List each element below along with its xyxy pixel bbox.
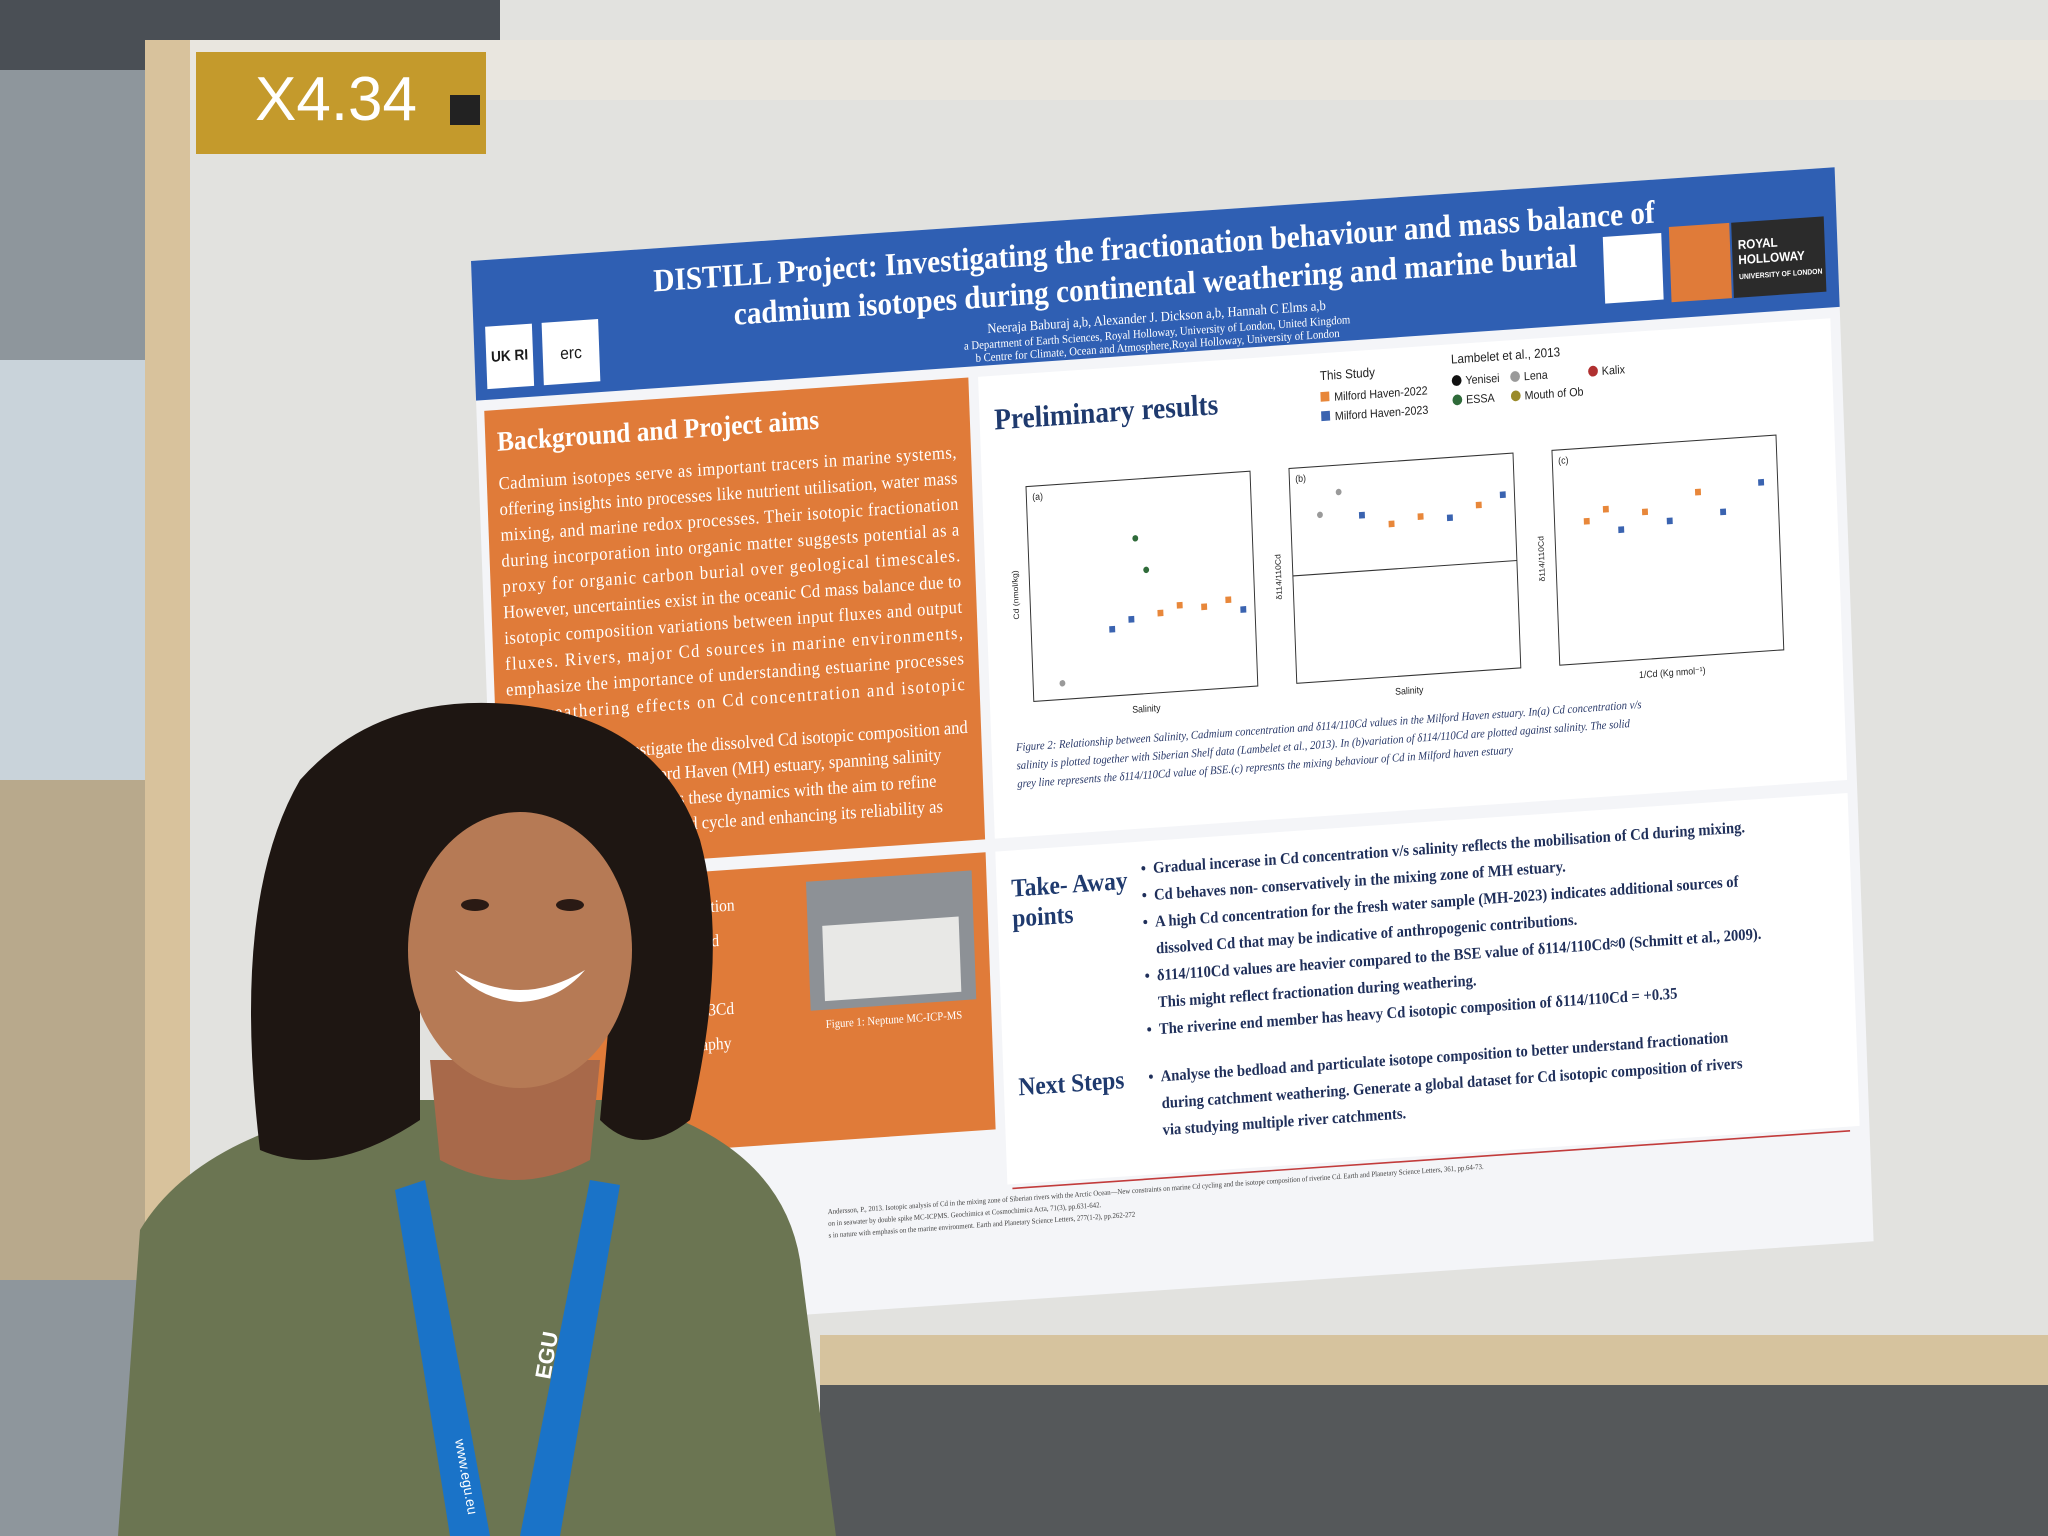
booth-wall bbox=[0, 780, 150, 1280]
plot-point bbox=[1446, 514, 1453, 522]
bse-line bbox=[1292, 559, 1517, 577]
person: www.egu.eu EGU bbox=[118, 702, 836, 1536]
window bbox=[0, 360, 150, 780]
instrument bbox=[822, 916, 962, 1002]
plot-point bbox=[1132, 535, 1139, 542]
ledge bbox=[820, 1335, 2048, 1385]
legend-swatch bbox=[1320, 391, 1330, 402]
plot-point bbox=[1475, 501, 1482, 509]
logo-text: HOLLOWAY bbox=[1738, 248, 1806, 267]
smile bbox=[455, 970, 585, 1002]
legend-label: Mouth of Ob bbox=[1524, 386, 1583, 403]
plot-point bbox=[1694, 488, 1702, 496]
plot-point bbox=[1225, 596, 1232, 604]
axis-label: δ114/110Cd bbox=[1274, 553, 1284, 600]
section-heading: points bbox=[1012, 901, 1074, 933]
logo-box bbox=[485, 323, 535, 390]
bullet bbox=[1142, 892, 1147, 898]
plot-point bbox=[1109, 625, 1116, 633]
legend-swatch bbox=[1452, 394, 1463, 406]
bullet bbox=[1143, 919, 1148, 925]
axis-label: Salinity bbox=[1132, 703, 1161, 715]
bullet bbox=[1145, 973, 1150, 978]
plot-point bbox=[1720, 508, 1727, 516]
qr-code bbox=[450, 95, 480, 125]
plot-frame bbox=[1025, 470, 1259, 702]
plot-point bbox=[1335, 488, 1342, 496]
bullet bbox=[1141, 866, 1146, 871]
eye bbox=[556, 899, 584, 911]
panel-label: (c) bbox=[1558, 455, 1569, 466]
board-sign bbox=[196, 52, 486, 154]
panel-label: (b) bbox=[1295, 473, 1306, 484]
plot-point bbox=[1417, 513, 1424, 520]
poster-header bbox=[471, 167, 1840, 401]
logo-text: ROYAL bbox=[1738, 235, 1779, 252]
plot-point bbox=[1602, 505, 1609, 513]
plot-point bbox=[1499, 491, 1506, 499]
plot-point bbox=[1201, 603, 1208, 611]
logo-box bbox=[1731, 216, 1827, 298]
legend-swatch bbox=[1588, 365, 1598, 377]
eye bbox=[461, 899, 489, 911]
legend-label: Kalix bbox=[1602, 364, 1626, 378]
plot-point bbox=[1240, 606, 1247, 613]
divider bbox=[1012, 1130, 1851, 1190]
neck bbox=[430, 1060, 600, 1180]
takeaway-panel bbox=[995, 792, 1860, 1185]
legend-swatch bbox=[1451, 375, 1462, 386]
plot-frame bbox=[1551, 434, 1785, 666]
plot-point bbox=[1157, 609, 1164, 617]
legend-swatch bbox=[1510, 371, 1520, 382]
axis-label: Cd (nmol/kg) bbox=[1011, 570, 1021, 620]
logo-text: erc bbox=[560, 343, 582, 363]
counter bbox=[820, 1385, 2048, 1536]
plot-points bbox=[1059, 478, 1765, 687]
plot-point bbox=[1758, 478, 1765, 486]
legend-swatch bbox=[1321, 410, 1331, 422]
logo-box bbox=[541, 319, 601, 386]
plot-point bbox=[1358, 511, 1365, 519]
plot-point bbox=[1059, 680, 1066, 687]
logo-crest bbox=[1668, 222, 1732, 303]
qr-code bbox=[1602, 232, 1664, 304]
frame-post bbox=[145, 40, 190, 1340]
plot-point bbox=[1388, 520, 1395, 528]
plot-point bbox=[1618, 526, 1625, 534]
lanyard-strap bbox=[395, 1180, 490, 1536]
axis-label: 1/Cd (Kg nmol⁻¹) bbox=[1639, 665, 1706, 680]
plot-point bbox=[1176, 601, 1183, 609]
hair bbox=[251, 702, 713, 1160]
bullet bbox=[1147, 1027, 1152, 1032]
plot-point bbox=[1317, 511, 1323, 519]
plot-point bbox=[1641, 508, 1649, 516]
legend-title: This Study bbox=[1320, 365, 1377, 383]
plot-point bbox=[1583, 517, 1590, 525]
legend-label: ESSA bbox=[1466, 392, 1495, 407]
plot-point bbox=[1128, 615, 1135, 623]
plot-point bbox=[1143, 566, 1150, 574]
legend-swatch bbox=[1510, 390, 1521, 402]
axis-label: Salinity bbox=[1395, 685, 1424, 697]
panel-label: (a) bbox=[1032, 491, 1043, 502]
bullet bbox=[1148, 1074, 1153, 1079]
logo-text: UK RI bbox=[491, 347, 529, 366]
lanyard-strap bbox=[520, 1180, 620, 1536]
results-panel bbox=[978, 318, 1848, 839]
shirt bbox=[118, 1100, 836, 1536]
face bbox=[408, 812, 632, 1088]
legend-label: Lena bbox=[1524, 369, 1549, 383]
board-number: X4.34 bbox=[255, 65, 417, 134]
plot-point bbox=[1666, 517, 1673, 525]
axis-label: δ114/110Cd bbox=[1537, 535, 1547, 582]
legend-label: Yenisei bbox=[1465, 372, 1500, 387]
